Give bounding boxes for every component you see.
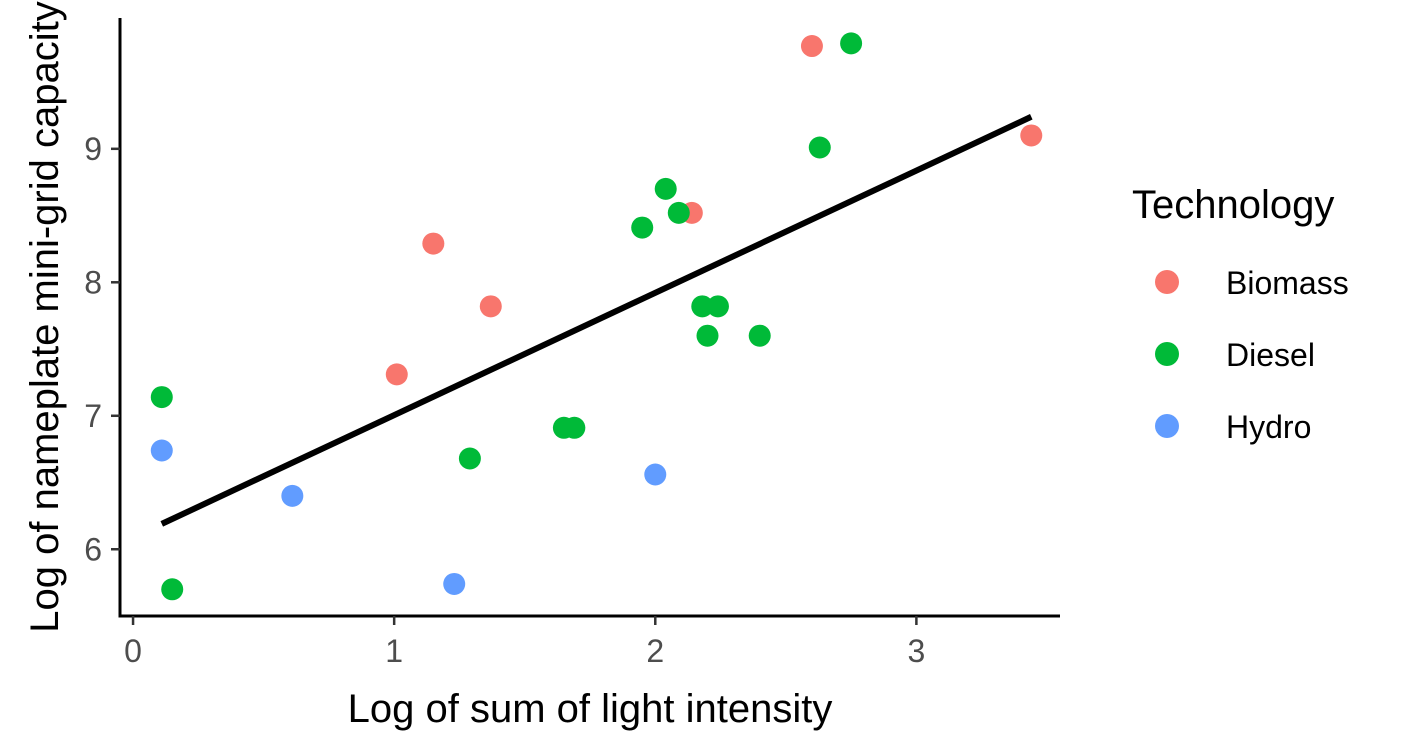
x-tick-label: 0 [124, 633, 142, 669]
point-diesel [654, 177, 677, 200]
x-tick-label: 1 [385, 633, 403, 669]
point-biomass [422, 232, 445, 255]
point-diesel [563, 416, 586, 439]
point-hydro [150, 439, 173, 462]
legend: Technology Biomass Diesel Hydro [1132, 183, 1349, 445]
x-tick-label: 2 [646, 633, 664, 669]
y-tick-label: 8 [84, 264, 102, 300]
y-tick-label: 7 [84, 398, 102, 434]
axes [111, 18, 1060, 625]
point-diesel [748, 324, 771, 347]
x-tick-label: 3 [907, 633, 925, 669]
legend-label-diesel: Diesel [1226, 337, 1315, 373]
legend-label-biomass: Biomass [1226, 265, 1349, 301]
regression-line-group [160, 114, 1033, 527]
point-diesel [691, 295, 714, 318]
point-hydro [443, 572, 466, 595]
point-diesel [696, 324, 719, 347]
point-diesel [458, 447, 481, 470]
y-axis-title: Log of nameplate mini-grid capacity [23, 1, 67, 632]
legend-label-hydro: Hydro [1226, 409, 1311, 445]
legend-key-diesel [1155, 342, 1179, 366]
regression-line [160, 114, 1033, 527]
point-biomass [1020, 124, 1043, 147]
point-biomass [800, 35, 823, 58]
point-diesel [667, 201, 690, 224]
data-points [150, 32, 1043, 601]
y-tick-label: 9 [84, 131, 102, 167]
point-diesel [706, 295, 729, 318]
point-hydro [644, 463, 667, 486]
point-diesel [161, 578, 184, 601]
point-diesel [808, 136, 831, 159]
point-diesel [631, 216, 654, 239]
point-biomass [479, 295, 502, 318]
point-diesel [840, 32, 863, 55]
legend-key-hydro [1155, 414, 1179, 438]
tick-labels: 0 1 2 3 6 7 8 9 [84, 131, 925, 669]
point-diesel [150, 386, 173, 409]
point-hydro [281, 484, 304, 507]
point-biomass [385, 363, 408, 386]
y-tick-label: 6 [84, 531, 102, 567]
legend-title: Technology [1132, 183, 1334, 227]
x-axis-title: Log of sum of light intensity [348, 687, 833, 731]
legend-key-biomass [1155, 270, 1179, 294]
